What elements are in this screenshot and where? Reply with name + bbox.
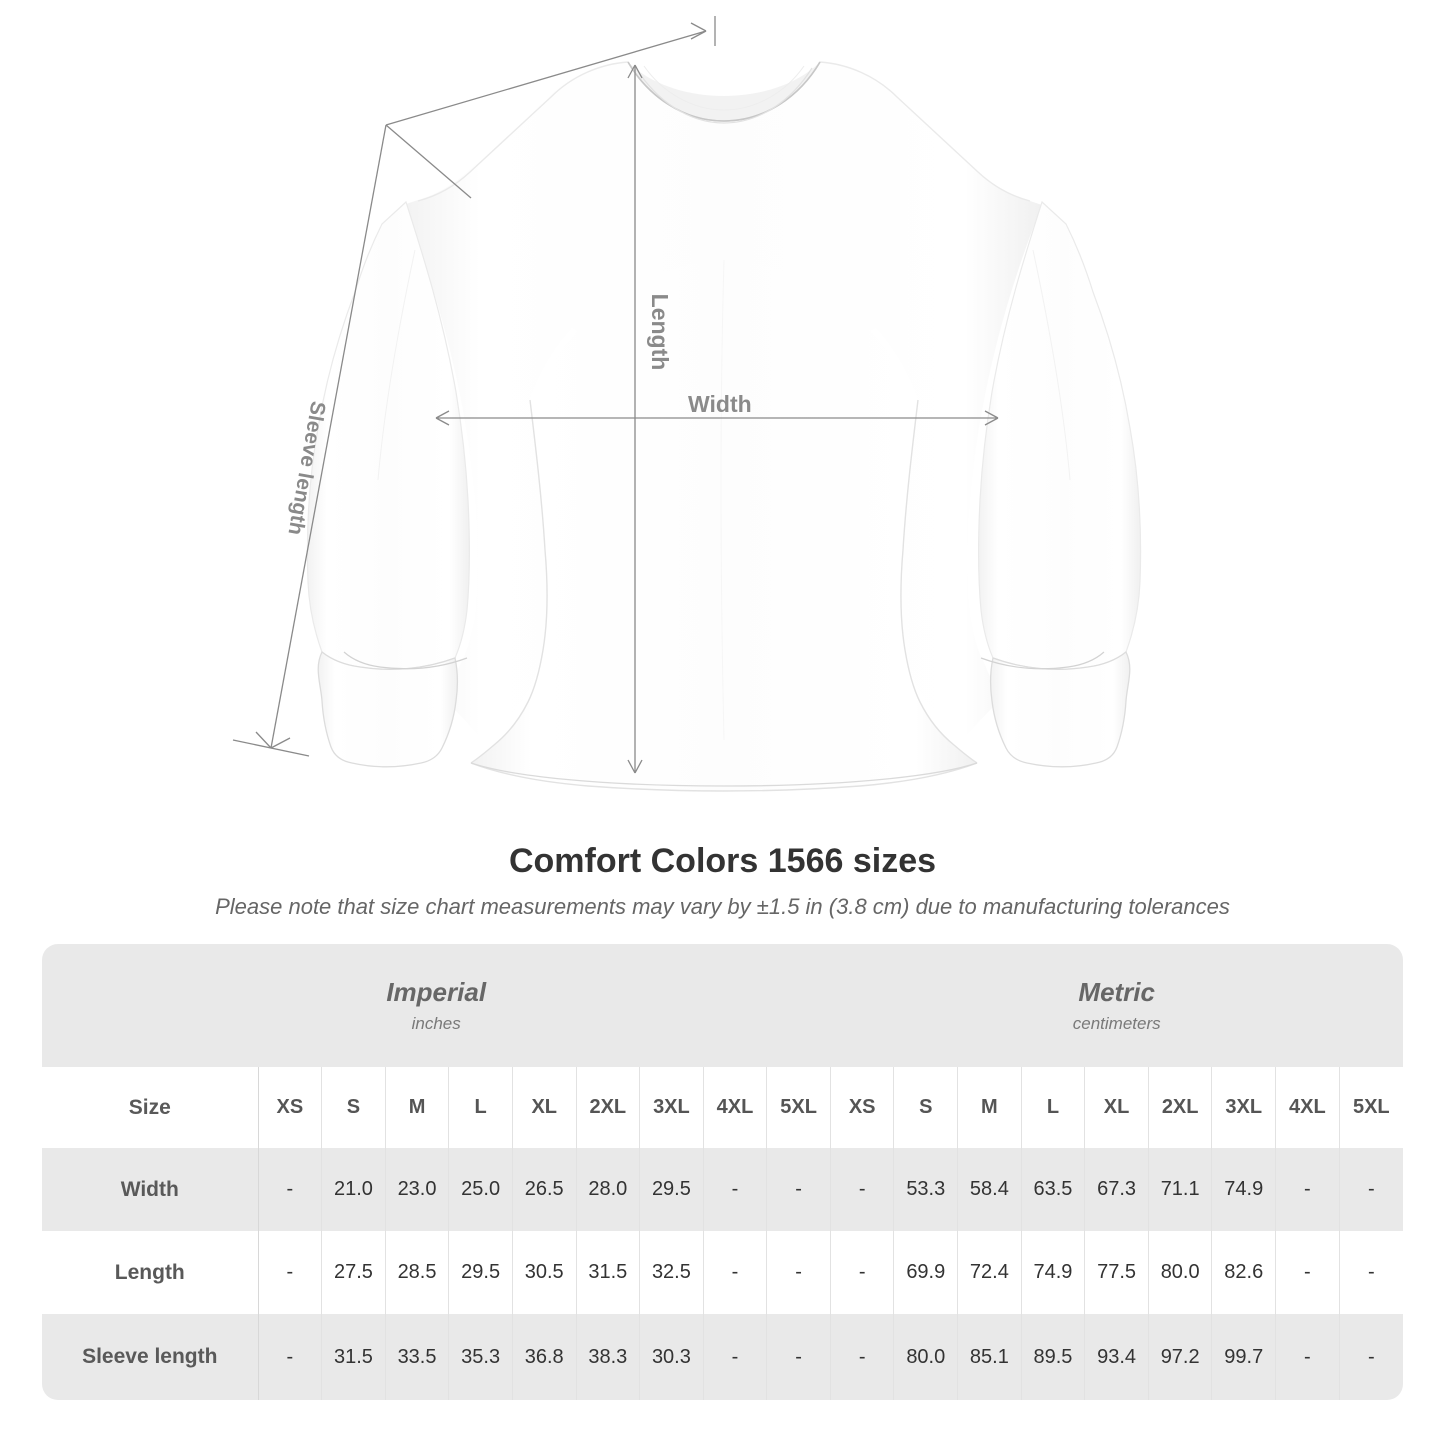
svg-text:Width: Width	[688, 391, 752, 417]
